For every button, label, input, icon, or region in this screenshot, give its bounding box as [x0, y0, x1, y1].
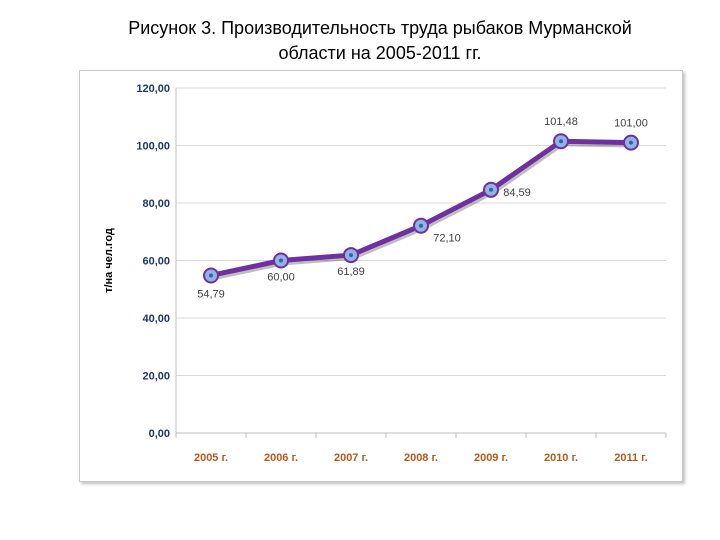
y-tick-labels: 0,00 20,00 40,00 60,00 80,00 100,00 120,00	[136, 83, 170, 440]
x-tick-label: 2010 г.	[544, 452, 578, 464]
data-point-center	[419, 223, 423, 228]
data-label: 54,79	[197, 288, 225, 300]
data-label: 84,59	[503, 187, 531, 199]
data-label: 60,00	[267, 272, 295, 284]
y-tick-label: 40,00	[142, 313, 170, 325]
data-point-center	[559, 139, 563, 144]
y-tick-label: 60,00	[142, 256, 170, 268]
y-axis-label: т/на чел.год	[103, 228, 115, 293]
data-point-center	[209, 273, 213, 278]
x-tick-labels: 2005 г. 2006 г. 2007 г. 2008 г. 2009 г. 2010 …	[194, 452, 648, 464]
y-tick-label: 0,00	[149, 428, 170, 440]
data-label: 101,48	[544, 116, 578, 128]
chart-frame	[79, 70, 683, 482]
data-point-center	[489, 187, 493, 192]
title-line-1: Рисунок 3. Производительность труда рыба…	[128, 18, 632, 38]
x-tick-label: 2009 г.	[474, 452, 508, 464]
data-labels: 54,79 60,00 61,89 72,10 84,59 101,48 101,00	[197, 116, 648, 300]
data-label: 61,89	[337, 266, 365, 278]
series-line	[208, 138, 634, 278]
x-tick-label: 2005 г.	[194, 452, 228, 464]
y-tick-label: 120,00	[136, 83, 170, 95]
x-tick-label: 2006 г.	[264, 452, 298, 464]
data-label: 101,00	[614, 118, 648, 130]
data-point-center	[349, 253, 353, 258]
title-line-2: области на 2005-2011 гг.	[278, 43, 482, 63]
y-tick-label: 100,00	[136, 141, 170, 153]
y-tick-label: 20,00	[142, 371, 170, 383]
slide-title: Рисунок 3. Производительность труда рыба…	[0, 16, 720, 66]
series-layer	[203, 133, 639, 284]
data-point-center	[279, 258, 283, 263]
x-tick-label: 2011 г.	[614, 452, 647, 464]
x-tick-label: 2007 г.	[334, 452, 368, 464]
data-label: 72,10	[433, 233, 461, 245]
data-point-center	[629, 140, 633, 145]
axes	[175, 88, 667, 438]
y-tick-label: 80,00	[142, 198, 170, 210]
x-tick-label: 2008 г.	[404, 452, 438, 464]
